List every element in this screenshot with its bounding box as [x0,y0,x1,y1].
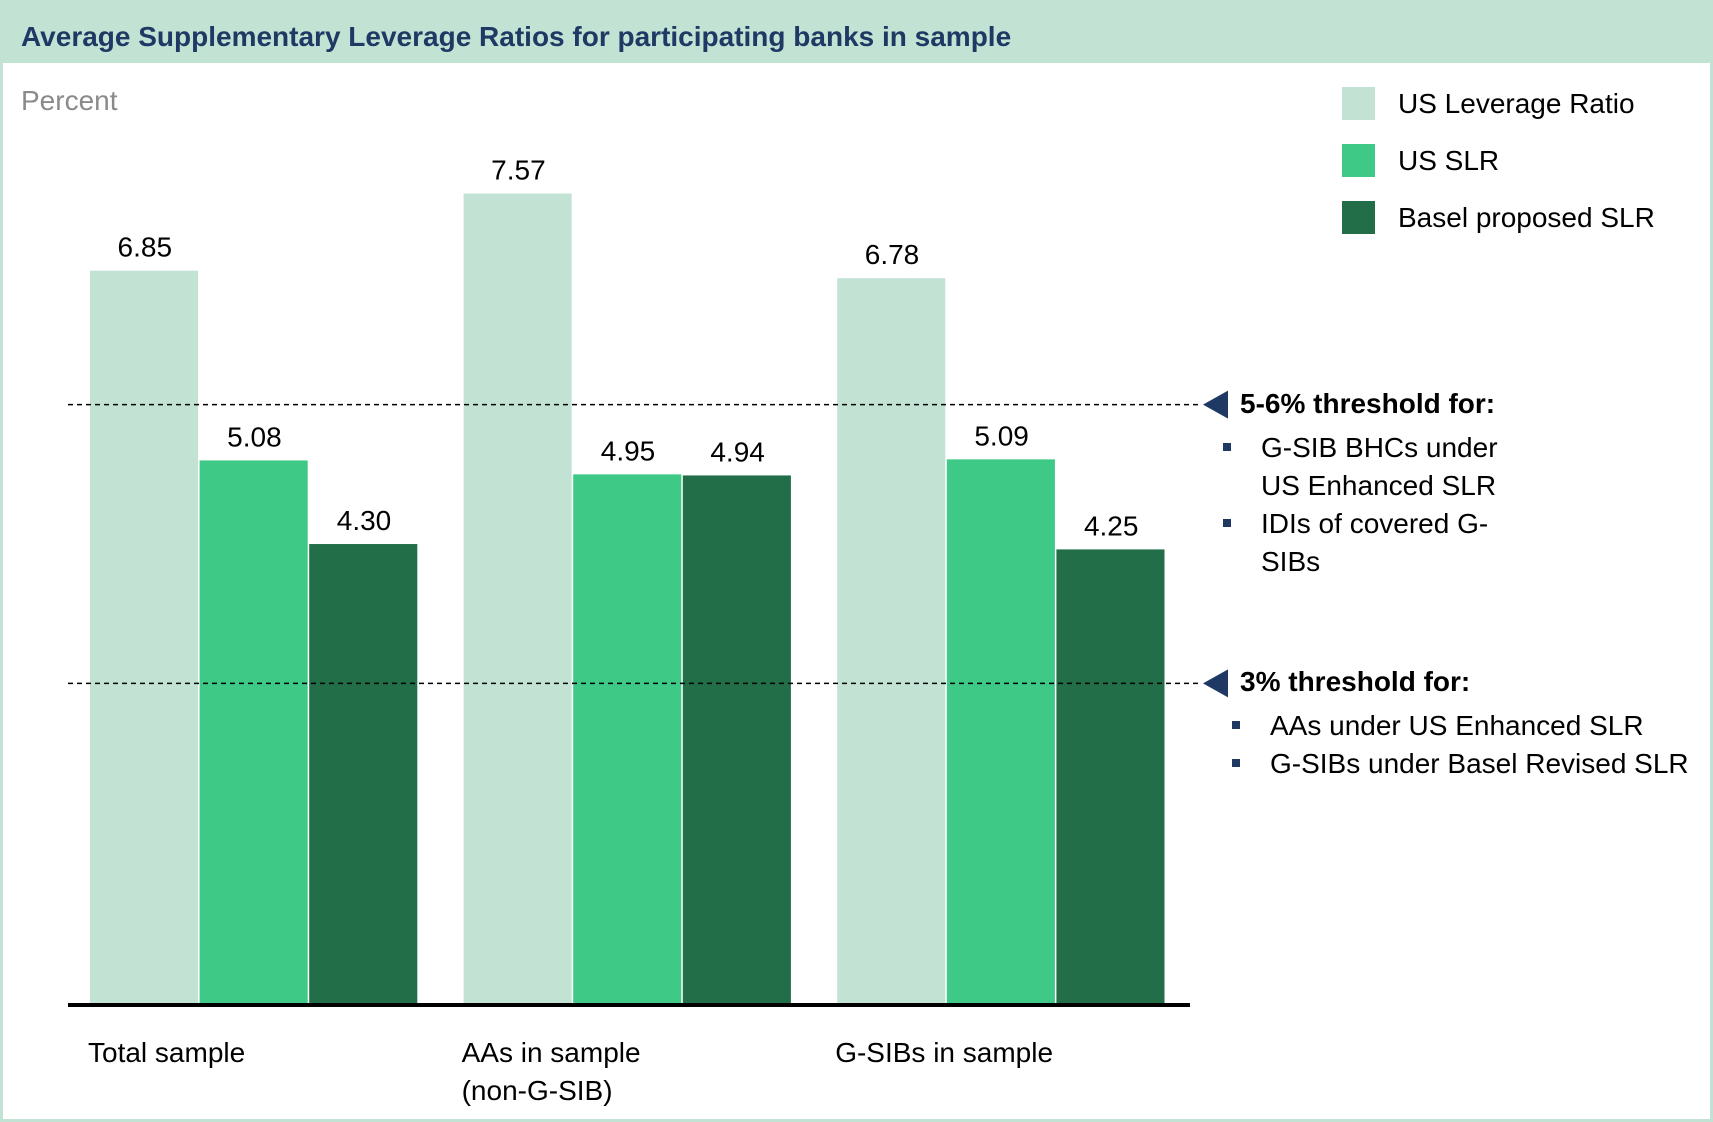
x-tick-label: AAs in sample (non-G-SIB) [461,1037,641,1106]
data-label: 5.08 [227,421,282,452]
bar [682,475,791,1005]
bar [573,474,682,1005]
y-axis-label: Percent [21,85,118,116]
bar [90,270,199,1005]
threshold-item: IDIs of covered G-SIBs [1223,505,1540,581]
threshold-heading: 3% threshold for: [1240,666,1471,698]
data-label: 6.78 [865,239,920,270]
legend-label: Basel proposed SLR [1398,202,1655,233]
data-label: 7.57 [491,154,546,185]
x-tick-label: G-SIBs in sample [835,1037,1054,1068]
legend-swatch [1342,201,1375,234]
threshold-arrow [1203,390,1228,419]
data-label: 6.85 [118,232,173,263]
threshold-list: G-SIB BHCs under US Enhanced SLR IDIs of … [1223,429,1540,581]
bar [309,544,418,1005]
bar [946,459,1055,1005]
chart-title: Average Supplementary Leverage Ratios fo… [21,21,1012,52]
data-label: 4.25 [1084,510,1139,541]
legend-label: US SLR [1398,145,1499,176]
bar [199,460,308,1005]
threshold-heading: 5-6% threshold for: [1240,387,1496,419]
data-label: 4.30 [337,505,392,536]
data-label: 5.09 [974,420,1029,451]
threshold-note: 5-6% threshold for: G-SIB BHCs under US E… [1223,385,1540,581]
threshold-arrow [1203,669,1228,698]
header-bar: Average Supplementary Leverage Ratios fo… [3,3,1710,63]
data-label: 4.94 [710,436,765,467]
bar [837,278,946,1006]
threshold-item: G-SIBs under Basel Revised SLR [1232,745,1710,783]
legend-swatch [1342,87,1375,120]
threshold-item: G-SIB BHCs under US Enhanced SLR [1223,429,1540,505]
legend-swatch [1342,144,1375,177]
data-label: 4.95 [601,435,656,466]
bar [1056,549,1165,1005]
threshold-item: AAs under US Enhanced SLR [1232,707,1710,745]
threshold-note: 3% threshold for: AAs under US Enhanced S… [1232,663,1710,783]
chart: 6.85 5.08 4.30 7.57 4.95 4.94 6.78 5.09 4.25 US L… [68,87,1655,1007]
threshold-list: AAs under US Enhanced SLR G-SIBs under Ba… [1232,707,1710,783]
legend-label: US Leverage Ratio [1398,88,1635,119]
x-tick-label: Total sample [88,1037,246,1068]
bar [463,193,572,1006]
